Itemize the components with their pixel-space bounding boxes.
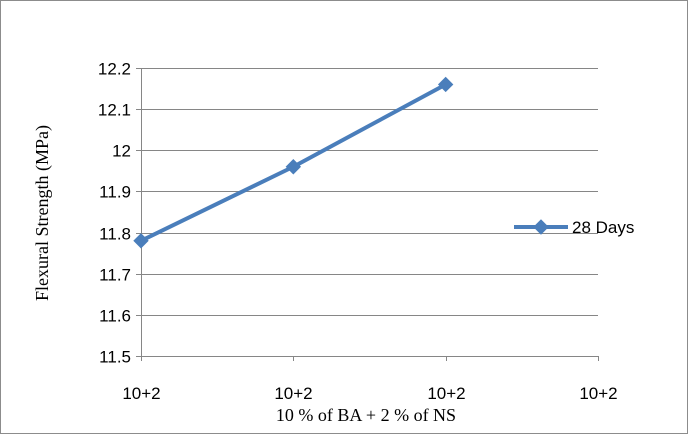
y-tick-label: 11.5 (99, 348, 131, 367)
x-tick-label: 10+2 (579, 384, 617, 403)
y-tick-label: 12.2 (98, 60, 131, 79)
legend-marker (533, 219, 549, 235)
axes (136, 68, 599, 361)
y-tick-label: 12 (112, 142, 131, 161)
x-axis-title: 10 % of BA + 2 % of NS (276, 405, 456, 425)
y-tick-label: 11.6 (99, 307, 131, 326)
legend: 28 Days (514, 218, 634, 237)
series-layer (133, 76, 454, 249)
x-tick-label: 10+2 (427, 384, 465, 403)
y-tick-label: 12.1 (98, 101, 131, 120)
y-tick-labels: 11.5 11.6 11.7 11.8 11.9 12 12.1 12.2 (98, 60, 131, 367)
data-point-marker (285, 159, 302, 175)
data-point-marker (133, 233, 149, 249)
y-tick-label: 11.7 (99, 266, 131, 285)
y-tick-label: 11.9 (99, 183, 131, 202)
x-tick-labels: 10+2 10+2 10+2 10+2 (122, 384, 617, 403)
x-tick-label: 10+2 (122, 384, 160, 403)
y-tick-label: 11.8 (99, 225, 131, 244)
y-axis-title: Flexural Strength (MPa) (32, 125, 53, 301)
legend-label: 28 Days (572, 218, 634, 237)
x-tick-label: 10+2 (274, 384, 312, 403)
data-point-marker (437, 76, 454, 93)
